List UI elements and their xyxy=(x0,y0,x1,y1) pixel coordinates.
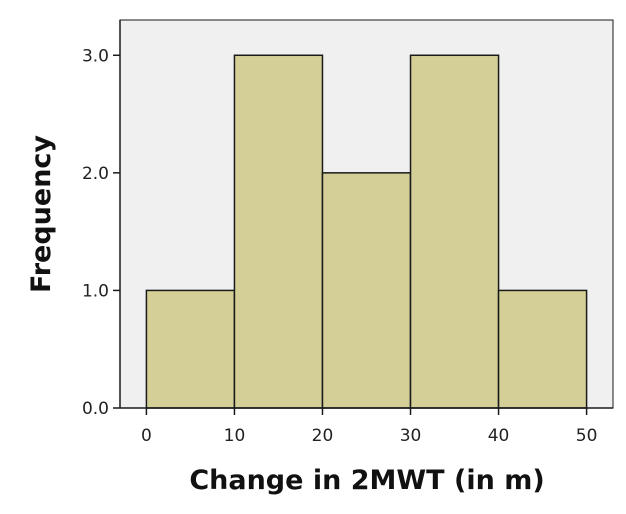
x-tick-label-0: 0 xyxy=(141,426,152,446)
y-axis-ticks: 0.0 1.0 2.0 3.0 xyxy=(82,46,120,419)
bars-group xyxy=(145,54,588,409)
x-axis-ticks: 0 10 20 30 40 50 xyxy=(141,408,597,446)
x-axis-title: Change in 2MWT (in m) xyxy=(189,465,544,496)
y-tick-label-0: 0.0 xyxy=(82,399,109,419)
histogram-bar-3 xyxy=(409,54,500,409)
histogram-bar-0 xyxy=(145,289,236,409)
y-tick-label-1: 1.0 xyxy=(82,281,109,301)
x-tick-label-4: 40 xyxy=(488,426,510,446)
x-tick-label-2: 20 xyxy=(312,426,334,446)
x-tick-label-5: 50 xyxy=(576,426,598,446)
y-tick-label-3: 3.0 xyxy=(82,46,109,66)
x-tick-label-3: 30 xyxy=(400,426,422,446)
histogram-bar-4 xyxy=(497,289,588,409)
y-axis-title: Frequency xyxy=(26,135,57,293)
histogram-bar-1 xyxy=(233,54,324,409)
histogram-bar-2 xyxy=(321,172,412,409)
y-tick-label-2: 2.0 xyxy=(82,164,109,184)
x-tick-label-1: 10 xyxy=(224,426,246,446)
